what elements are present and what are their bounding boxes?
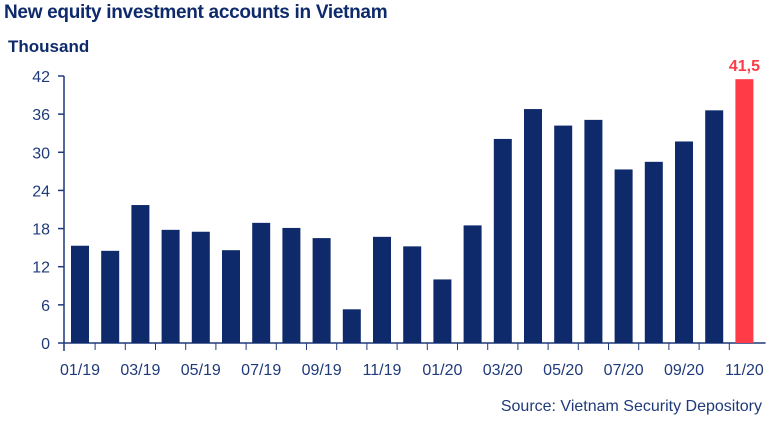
chart-title: New equity investment accounts in Vietna… xyxy=(4,2,388,23)
x-tick-label: 07/20 xyxy=(604,362,644,379)
bar-01-19 xyxy=(71,245,89,343)
data-label-highlight: 41,5 xyxy=(729,58,760,75)
y-tick-label: 18 xyxy=(32,222,50,239)
x-tick-label: 01/20 xyxy=(422,362,462,379)
y-tick-label: 36 xyxy=(32,107,50,124)
y-tick-label: 30 xyxy=(32,145,50,162)
bar-03-19 xyxy=(131,205,150,343)
bar-04-20 xyxy=(524,109,542,343)
bar-11-20 xyxy=(735,79,754,343)
bar-07-20 xyxy=(614,169,633,343)
bar-08-20 xyxy=(644,161,663,343)
x-tick-label: 01/19 xyxy=(60,362,100,379)
bar-03-20 xyxy=(493,138,512,343)
y-tick-label: 6 xyxy=(41,298,50,315)
bar-06-19 xyxy=(222,250,240,343)
x-tick-label: 03/20 xyxy=(483,362,523,379)
x-tick-label: 07/19 xyxy=(241,362,281,379)
bar-02-20 xyxy=(463,225,482,343)
unit-label: Thousand xyxy=(8,37,90,56)
bar-11-19 xyxy=(373,236,391,343)
bar-12-19 xyxy=(403,246,422,343)
x-tick-label: 05/20 xyxy=(543,362,583,379)
bar-10-20 xyxy=(705,110,724,343)
bar-08-19 xyxy=(282,227,301,343)
bar-09-19 xyxy=(312,238,331,343)
bar-09-20 xyxy=(675,141,693,343)
x-tick-label: 03/19 xyxy=(120,362,160,379)
x-tick-label: 09/19 xyxy=(302,362,342,379)
y-tick-label: 12 xyxy=(32,260,50,277)
x-tick-label: 05/19 xyxy=(181,362,221,379)
x-tick-label: 11/20 xyxy=(725,362,764,379)
source-note: Source: Vietnam Security Depository xyxy=(500,398,762,415)
bar-01-20 xyxy=(433,279,452,343)
bar-04-19 xyxy=(161,229,180,343)
bar-02-19 xyxy=(101,250,120,343)
bar-07-19 xyxy=(252,222,271,343)
bar-10-19 xyxy=(342,309,361,343)
y-tick-label: 0 xyxy=(41,336,50,353)
bar-06-20 xyxy=(584,119,603,343)
x-tick-label: 11/19 xyxy=(363,362,402,379)
bar-05-19 xyxy=(191,231,210,343)
x-tick-label: 09/20 xyxy=(664,362,704,379)
y-tick-label: 24 xyxy=(32,183,50,200)
bar-05-20 xyxy=(554,125,573,343)
y-tick-label: 42 xyxy=(32,69,50,86)
